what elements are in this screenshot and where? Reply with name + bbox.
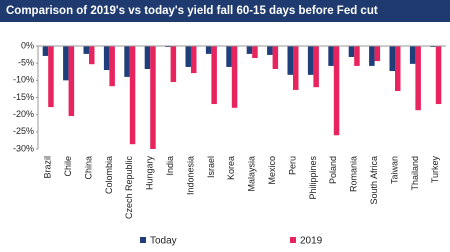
bar	[272, 46, 279, 70]
x-tick-label: Chile	[63, 156, 73, 177]
legend-label: 2019	[300, 236, 323, 247]
x-tick-label: Mexico	[267, 156, 277, 185]
y-tick-label: -15%	[13, 92, 34, 102]
x-tick-label: Israel	[206, 156, 216, 178]
bar	[231, 46, 238, 108]
y-tick-label: 0%	[21, 40, 34, 50]
bar	[129, 46, 136, 145]
x-tick-label: Hungary	[145, 156, 155, 191]
bar	[109, 46, 115, 87]
bar	[42, 46, 49, 56]
bar	[165, 46, 171, 48]
bar	[185, 46, 191, 67]
bar	[389, 46, 395, 72]
y-tick-label: -20%	[13, 109, 34, 119]
bar	[307, 46, 314, 75]
legend-label: Today	[150, 236, 177, 247]
bar	[191, 46, 197, 74]
bar	[409, 46, 416, 64]
x-tick-label: Colombia	[104, 156, 114, 194]
bar	[205, 46, 212, 54]
bar	[170, 46, 177, 83]
bar	[124, 46, 130, 77]
x-tick-label: Korea	[226, 156, 236, 180]
x-tick-label: Turkey	[430, 156, 440, 184]
x-tick-label: Brazil	[43, 156, 53, 179]
legend-swatch	[290, 237, 296, 243]
bar	[430, 46, 436, 48]
x-tick-label: South Africa	[369, 156, 379, 205]
bar	[150, 46, 156, 149]
bar	[103, 46, 110, 71]
bar	[246, 46, 253, 54]
title-bar	[0, 0, 450, 22]
bar	[435, 46, 442, 105]
bar	[333, 46, 340, 136]
x-tick-label: China	[83, 156, 93, 180]
bar	[287, 46, 293, 75]
y-tick-label: -5%	[18, 58, 34, 68]
x-tick-label: Poland	[328, 156, 338, 184]
chart-title: Comparison of 2019's vs today's yield fa…	[6, 5, 378, 17]
x-tick-label: Czech Republic	[124, 156, 134, 220]
x-tick-label: Malaysia	[247, 156, 257, 192]
bar	[348, 46, 355, 57]
x-tick-label: Philippines	[308, 156, 318, 200]
bar	[83, 46, 89, 54]
x-tick-label: Romania	[349, 156, 359, 192]
x-tick-label: Taiwan	[389, 156, 399, 184]
bar	[63, 46, 69, 81]
bar	[267, 46, 273, 55]
bar	[226, 46, 232, 67]
bar	[293, 46, 299, 90]
bar	[374, 46, 381, 62]
x-tick-label: Thailand	[410, 156, 420, 191]
bar	[48, 46, 54, 108]
bar	[68, 46, 75, 117]
bar	[415, 46, 421, 111]
x-tick-label: Indonesia	[185, 156, 195, 195]
y-tick-label: -10%	[13, 75, 34, 85]
y-tick-label: -25%	[13, 126, 34, 136]
bar	[354, 46, 360, 66]
x-tick-label: Peru	[287, 156, 297, 175]
bar	[369, 46, 375, 66]
bar	[89, 46, 95, 65]
bar	[313, 46, 319, 88]
y-tick-label: -30%	[13, 143, 34, 153]
bar	[211, 46, 217, 105]
legend-swatch	[140, 237, 146, 243]
x-tick-label: India	[165, 156, 175, 176]
bar	[395, 46, 401, 91]
bar	[252, 46, 258, 59]
bar	[328, 46, 334, 66]
bar	[144, 46, 151, 70]
